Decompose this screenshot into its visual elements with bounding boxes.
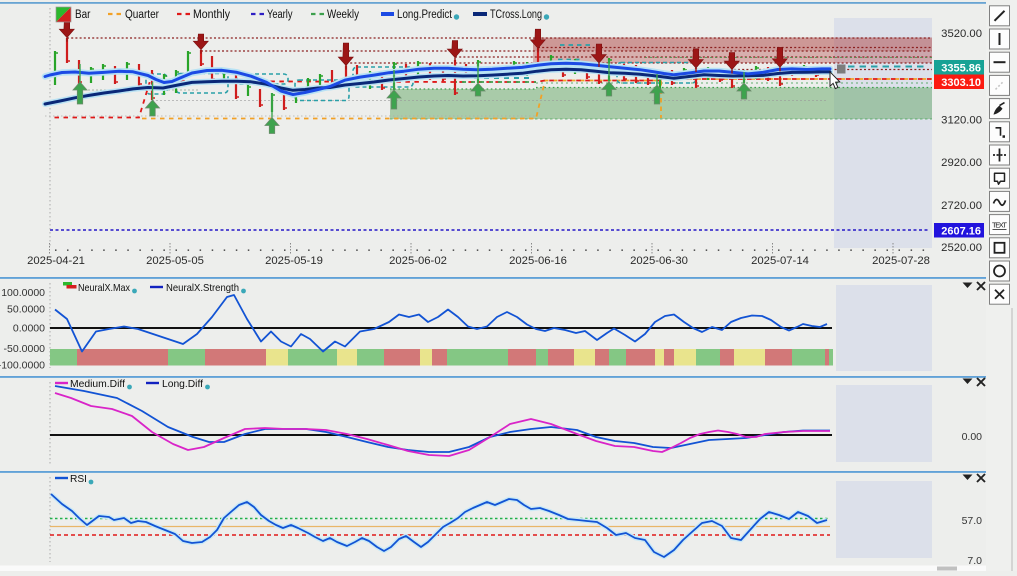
- svg-text:-50.0000: -50.0000: [4, 343, 46, 355]
- svg-text:NeuralX.Max: NeuralX.Max: [78, 282, 131, 294]
- svg-text:Bar: Bar: [75, 9, 91, 21]
- svg-text:-100.0000: -100.0000: [0, 360, 45, 372]
- svg-text:Medium.Diff: Medium.Diff: [70, 378, 125, 390]
- svg-text:TCross.Long: TCross.Long: [490, 9, 542, 21]
- svg-text:2025-07-28: 2025-07-28: [872, 255, 930, 267]
- svg-text:Monthly: Monthly: [193, 9, 230, 21]
- svg-text:RSI: RSI: [70, 473, 87, 485]
- svg-text:7.0: 7.0: [967, 555, 982, 567]
- svg-text:3120.00: 3120.00: [941, 115, 982, 127]
- svg-text:2720.00: 2720.00: [941, 200, 982, 212]
- svg-text:50.0000: 50.0000: [7, 304, 45, 316]
- svg-text:100.0000: 100.0000: [1, 287, 45, 299]
- svg-text:2607.16: 2607.16: [941, 226, 981, 238]
- svg-text:3520.00: 3520.00: [941, 28, 982, 40]
- svg-text:NeuralX.Strength: NeuralX.Strength: [166, 282, 239, 294]
- svg-text:2025-06-30: 2025-06-30: [630, 255, 688, 267]
- svg-text:2520.00: 2520.00: [941, 242, 982, 254]
- svg-text:2025-05-19: 2025-05-19: [265, 255, 323, 267]
- svg-text:3355.86: 3355.86: [941, 63, 981, 75]
- svg-text:Long.Predict: Long.Predict: [397, 9, 453, 21]
- svg-text:Weekly: Weekly: [327, 9, 359, 21]
- svg-text:2025-06-02: 2025-06-02: [389, 255, 447, 267]
- svg-text:TEXT: TEXT: [992, 221, 1007, 230]
- svg-text:2025-07-14: 2025-07-14: [751, 255, 809, 267]
- svg-text:2025-06-16: 2025-06-16: [509, 255, 567, 267]
- svg-text:Yearly: Yearly: [267, 9, 293, 21]
- svg-text:2920.00: 2920.00: [941, 157, 982, 169]
- svg-text:3303.10: 3303.10: [941, 77, 981, 89]
- svg-text:0.0000: 0.0000: [13, 323, 45, 335]
- svg-text:Long.Diff: Long.Diff: [162, 378, 203, 390]
- svg-text:Quarter: Quarter: [125, 9, 159, 21]
- svg-text:57.0: 57.0: [962, 515, 983, 527]
- svg-text:0.00: 0.00: [962, 431, 983, 443]
- svg-text:2025-04-21: 2025-04-21: [27, 255, 85, 267]
- svg-text:2025-05-05: 2025-05-05: [146, 255, 204, 267]
